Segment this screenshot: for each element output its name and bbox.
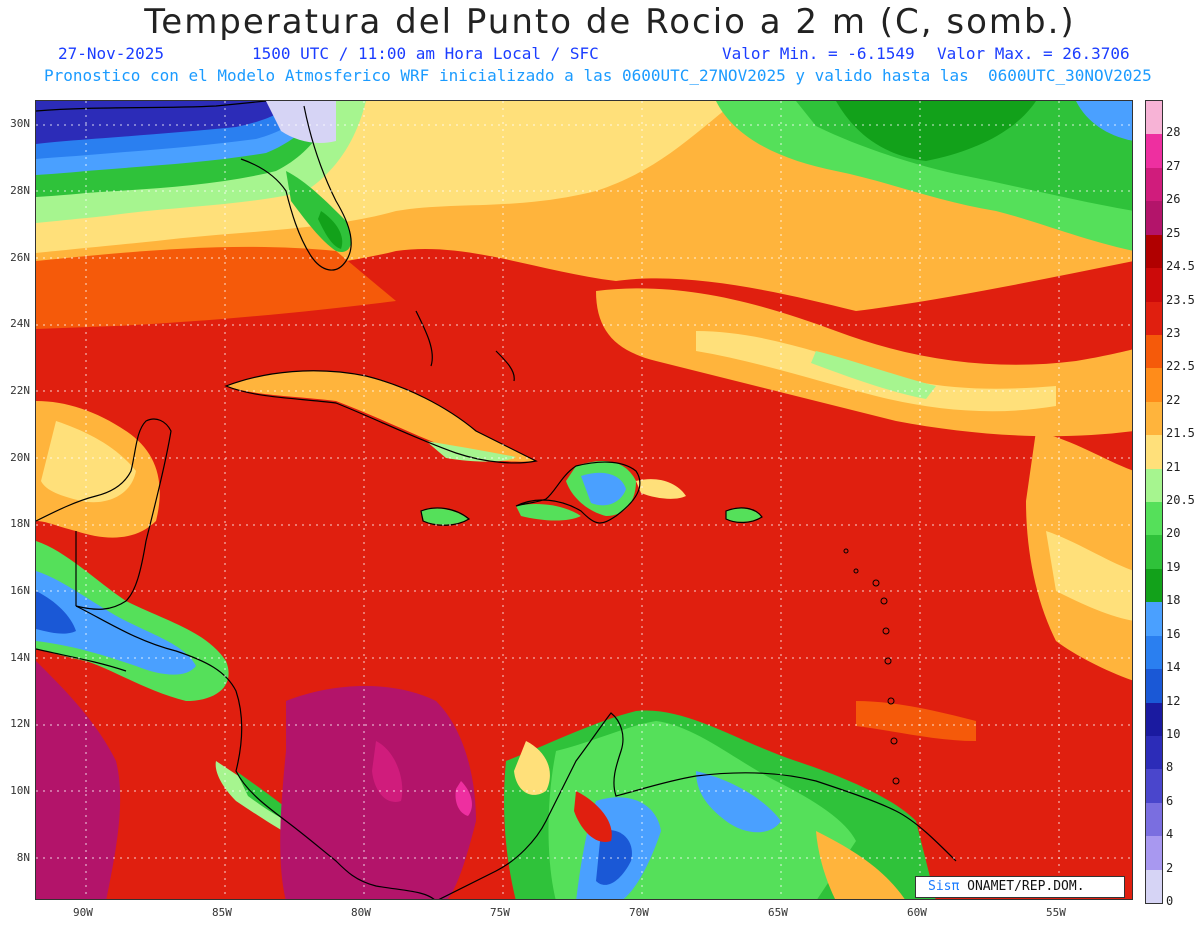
lat-label: 16N: [10, 584, 30, 597]
dewpoint-map: [35, 100, 1133, 900]
lat-label: 8N: [16, 851, 30, 864]
lon-label: 65W: [768, 906, 788, 919]
colorbar-label: 4: [1166, 827, 1174, 842]
lon-label: 90W: [73, 906, 93, 919]
lon-label: 80W: [351, 906, 371, 919]
colorbar-segment: [1146, 134, 1162, 169]
model-info: Pronostico con el Modelo Atmosferico WRF…: [44, 66, 1152, 85]
colorbar-segment: [1146, 635, 1162, 670]
colorbar-label: 12: [1166, 693, 1181, 708]
lat-label: 14N: [10, 651, 30, 664]
colorbar-segment: [1146, 234, 1162, 269]
colorbar-segment: [1146, 368, 1162, 403]
credit-box: Sisπ ONAMET/REP.DOM.: [915, 876, 1125, 898]
map-title: Temperatura del Punto de Rocio a 2 m (C,…: [144, 2, 1076, 42]
colorbar-label: 21: [1166, 459, 1181, 474]
colorbar-segment: [1146, 769, 1162, 804]
colorbar-segment: [1146, 836, 1162, 871]
colorbar-label: 28: [1166, 125, 1181, 140]
colorbar-label: 2: [1166, 860, 1174, 875]
colorbar-segment: [1146, 869, 1162, 904]
max-value: Valor Max. = 26.3706: [937, 44, 1130, 63]
colorbar-label: 18: [1166, 593, 1181, 608]
colorbar-label: 23.5: [1166, 292, 1195, 307]
lon-label: 70W: [629, 906, 649, 919]
colorbar-segment: [1146, 101, 1162, 135]
colorbar-segment: [1146, 502, 1162, 536]
colorbar-label: 24.5: [1166, 259, 1195, 274]
colorbar-label: 27: [1166, 158, 1181, 173]
colorbar-segment: [1146, 568, 1162, 603]
colorbar-segment: [1146, 334, 1162, 369]
forecast-time: 1500 UTC / 11:00 am Hora Local / SFC: [252, 44, 599, 63]
colorbar-label: 20.5: [1166, 493, 1195, 507]
lat-label: 20N: [10, 451, 30, 464]
colorbar-segment: [1146, 167, 1162, 202]
colorbar-segment: [1146, 201, 1162, 236]
colorbar-label: 19: [1166, 559, 1181, 574]
colorbar-segment: [1146, 602, 1162, 637]
forecast-date: 27-Nov-2025: [58, 44, 164, 63]
lat-label: 28N: [10, 184, 30, 197]
colorbar-segment: [1146, 301, 1162, 336]
colorbar-segment: [1146, 802, 1162, 837]
lon-label: 60W: [907, 906, 927, 919]
colorbar-label: 26: [1166, 192, 1181, 207]
lon-label: 75W: [490, 906, 510, 919]
colorbar-label: 0: [1166, 894, 1174, 908]
colorbar-label: 20: [1166, 526, 1181, 541]
sispi-logo-text: Sisπ: [928, 879, 960, 894]
colorbar-label: 10: [1166, 726, 1181, 741]
lat-label: 30N: [10, 117, 30, 130]
colorbar-label: 23: [1166, 325, 1181, 340]
colorbar-label: 25: [1166, 225, 1181, 240]
colorbar-label: 22.5: [1166, 359, 1195, 374]
lat-label: 18N: [10, 517, 30, 530]
colorbar-segment: [1146, 735, 1162, 770]
colorbar-label: 6: [1166, 793, 1174, 808]
lat-label: 26N: [10, 251, 30, 264]
colorbar-label: 22: [1166, 392, 1181, 407]
lon-label: 55W: [1046, 906, 1066, 919]
dewpoint-field: [36, 101, 1132, 899]
colorbar-label: 21.5: [1166, 426, 1195, 441]
colorbar-label: 8: [1166, 760, 1174, 775]
colorbar-segment: [1146, 435, 1162, 470]
colorbar-segment: [1146, 702, 1162, 737]
lat-label: 22N: [10, 384, 30, 397]
colorbar-label: 14: [1166, 660, 1181, 675]
colorbar: [1145, 100, 1163, 904]
lat-label: 24N: [10, 317, 30, 330]
credit-org: ONAMET/REP.DOM.: [959, 879, 1085, 894]
colorbar-segment: [1146, 401, 1162, 436]
colorbar-segment: [1146, 468, 1162, 503]
colorbar-segment: [1146, 535, 1162, 570]
lat-label: 10N: [10, 784, 30, 797]
min-value: Valor Min. = -6.1549: [722, 44, 915, 63]
colorbar-segment: [1146, 268, 1162, 302]
colorbar-segment: [1146, 669, 1162, 703]
lon-label: 85W: [212, 906, 232, 919]
colorbar-label: 16: [1166, 626, 1181, 641]
lat-label: 12N: [10, 717, 30, 730]
